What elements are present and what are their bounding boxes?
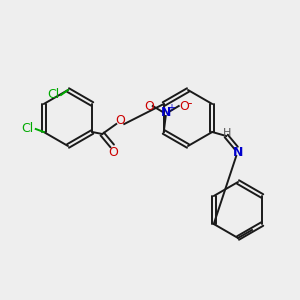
Text: O: O (108, 146, 118, 158)
Text: Cl: Cl (47, 88, 59, 101)
Text: -: - (188, 98, 192, 110)
Text: N: N (160, 106, 171, 118)
Text: H: H (223, 128, 231, 138)
Text: N: N (233, 146, 243, 160)
Text: Cl: Cl (22, 122, 34, 136)
Text: O: O (144, 100, 154, 112)
Text: +: + (167, 103, 175, 113)
Text: O: O (115, 115, 125, 128)
Text: O: O (179, 100, 189, 112)
